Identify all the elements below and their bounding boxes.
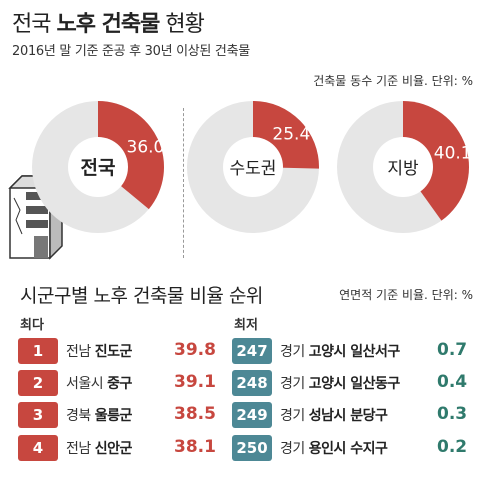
rank-badge: 3 <box>18 402 58 428</box>
pie-value-slice <box>403 101 470 221</box>
city-name: 고양시 일산서구 <box>308 344 401 360</box>
pie-unit-note: 건축물 동수 기준 비율. 단위: % <box>313 74 473 88</box>
region-name: 경기 <box>280 441 305 457</box>
rank-badge: 250 <box>232 435 272 461</box>
pie-center-label: 전국 <box>81 157 116 179</box>
ranking-unit-note: 연면적 기준 비율. 단위: % <box>339 288 473 302</box>
city-name: 성남시 분당구 <box>308 408 388 424</box>
pie-value-label: 25.4 <box>272 124 310 144</box>
pie-divider <box>183 108 184 258</box>
city-name: 용인시 수지구 <box>308 441 388 457</box>
rank-badge: 1 <box>18 338 58 364</box>
region-name: 경북 <box>66 408 91 424</box>
region-name: 전남 <box>66 344 91 360</box>
ranking-title: 시군구별 노후 건축물 비율 순위 <box>20 285 263 307</box>
lowest-label: 최저 <box>234 318 258 333</box>
highest-value: 38.1 <box>174 437 216 457</box>
region-name: 경기 <box>280 376 305 392</box>
rank-badge: 248 <box>232 370 272 396</box>
highest-row: 2 서울시 중구 <box>18 369 132 397</box>
city-name: 중구 <box>107 376 132 392</box>
lowest-row: 249 경기 성남시 분당구 <box>232 401 388 429</box>
pie-center-label: 수도권 <box>230 159 277 179</box>
pie-hole <box>373 137 433 197</box>
pie-hole <box>223 137 283 197</box>
city-name: 진도군 <box>94 344 133 360</box>
highest-row: 4 전남 신안군 <box>18 434 132 462</box>
city-name: 신안군 <box>94 441 133 457</box>
rank-badge: 247 <box>232 338 272 364</box>
pie-hole <box>68 137 128 197</box>
pie-value-label: 40.1 <box>434 143 472 163</box>
lowest-value: 0.2 <box>437 437 468 457</box>
title-bold: 노후 건축물 <box>56 12 160 37</box>
highest-row: 1 전남 진도군 <box>18 337 132 365</box>
pie-1: 전국 36.0 <box>32 101 164 233</box>
lowest-row: 250 경기 용인시 수지구 <box>232 434 388 462</box>
region-name: 경기 <box>280 408 305 424</box>
region-name: 경기 <box>280 344 305 360</box>
subtitle: 2016년 말 기준 준공 후 30년 이상된 건축물 <box>12 44 250 59</box>
pie-value-slice <box>98 101 164 210</box>
highest-value: 39.8 <box>174 340 216 360</box>
city-name: 고양시 일산동구 <box>308 376 401 392</box>
lowest-row: 248 경기 고양시 일산동구 <box>232 369 400 397</box>
highest-value: 38.5 <box>174 404 216 424</box>
pie-center-label: 지방 <box>387 159 419 179</box>
pie-charts: 전국 36.0 수도권 25.4 지방 40.1 <box>8 101 472 260</box>
region-name: 서울시 <box>66 376 104 392</box>
title-prefix: 전국 <box>12 12 51 37</box>
lowest-value: 0.3 <box>437 404 468 424</box>
highest-row: 3 경북 울릉군 <box>18 401 132 429</box>
pie-2: 수도권 25.4 <box>187 101 319 233</box>
highest-label: 최다 <box>20 318 44 333</box>
rank-badge: 4 <box>18 435 58 461</box>
rank-badge: 2 <box>18 370 58 396</box>
lowest-value: 0.4 <box>437 372 468 392</box>
region-name: 전남 <box>66 441 91 457</box>
city-name: 울릉군 <box>94 408 133 424</box>
lowest-value: 0.7 <box>437 340 468 360</box>
page-title: 전국 노후 건축물 현황 <box>12 6 205 38</box>
lowest-row: 247 경기 고양시 일산서구 <box>232 337 400 365</box>
pie-value-label: 36.0 <box>127 138 165 158</box>
pie-3: 지방 40.1 <box>337 101 472 233</box>
rank-badge: 249 <box>232 402 272 428</box>
highest-value: 39.1 <box>174 372 216 392</box>
title-suffix: 현황 <box>165 12 204 37</box>
